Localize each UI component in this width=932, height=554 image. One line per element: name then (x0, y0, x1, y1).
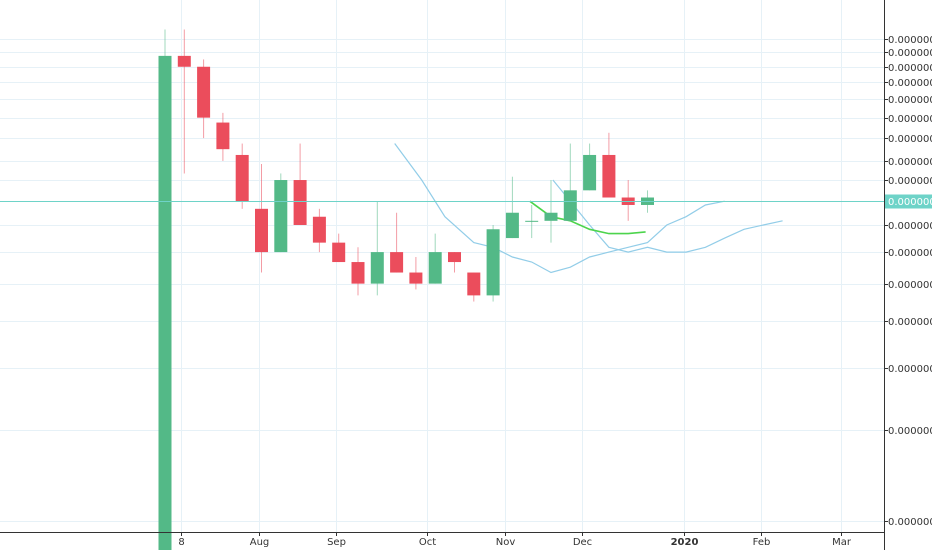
candle-body (390, 252, 404, 273)
candle (255, 163, 268, 273)
y-tick-label: 0.00000029 (888, 176, 932, 187)
candle (505, 176, 519, 239)
moving-average-line (394, 143, 725, 274)
y-tick-label: 0.00000017 (888, 280, 932, 291)
candle-body (563, 190, 577, 221)
y-tick-label: 0.00000036 (888, 134, 932, 145)
candle (390, 212, 404, 273)
candle (544, 180, 558, 243)
candle (428, 233, 442, 284)
candle-body (448, 252, 461, 263)
last-price-value: 0.00000026 (888, 197, 932, 208)
candle (525, 204, 539, 239)
candle-body (583, 154, 597, 191)
y-tick-label: 0.00000044 (888, 95, 932, 106)
x-tick-label: Oct (419, 537, 436, 548)
y-tick-label: 0.00000008 (888, 426, 932, 437)
x-tick-label: Sep (327, 537, 346, 548)
y-tick-label: 0.00000048 (888, 78, 932, 89)
price-axis[interactable]: 0.00000005 0.00000008 0.00000011 0.00000014… (884, 35, 932, 528)
x-tick-label: 8 (178, 537, 184, 548)
candle-body (409, 272, 423, 284)
candle (409, 257, 423, 290)
candle-body (177, 55, 191, 67)
candle-body (255, 208, 268, 253)
candle (583, 143, 597, 191)
y-tick-label: 0.00000040 (888, 114, 932, 125)
x-tick-label: Feb (753, 537, 771, 548)
candle-body (602, 154, 616, 198)
moving-average-line (552, 179, 783, 253)
candle-body (293, 180, 307, 225)
candle (621, 180, 635, 221)
grid-lines (0, 0, 884, 532)
candle-body (312, 216, 326, 243)
time-axis[interactable]: 8 Aug Sep Oct Nov Dec 2020 Feb Mar (178, 532, 852, 548)
candle-body (525, 220, 539, 222)
candle (602, 132, 616, 198)
x-tick-label: Mar (832, 537, 852, 548)
candles (158, 29, 654, 554)
candle (235, 143, 249, 209)
candle-body (274, 180, 288, 253)
candle-body (351, 262, 365, 284)
y-tick-label: 0.00000014 (888, 317, 932, 328)
candle-body (467, 272, 481, 296)
y-tick-label: 0.00000032 (888, 157, 932, 168)
candle-body (216, 122, 230, 150)
x-tick-label: Nov (496, 537, 516, 548)
candle (486, 224, 500, 302)
y-tick-label: 0.00000005 (888, 517, 932, 528)
last-price-label: 0.00000026 (885, 194, 932, 209)
candle-body (370, 252, 384, 284)
candle (216, 112, 230, 161)
candle (197, 59, 211, 139)
candle-body (158, 55, 172, 554)
candle-body (332, 242, 346, 263)
candle (467, 272, 481, 302)
candle (312, 208, 326, 253)
candle-body (197, 66, 211, 118)
candle (351, 247, 365, 296)
x-tick-label: 2020 (671, 537, 699, 548)
y-tick-label: 0.00000020 (888, 248, 932, 259)
x-tick-label: Aug (250, 537, 270, 548)
candle (158, 29, 172, 554)
candle-body (505, 212, 519, 239)
x-tick-label: Dec (573, 537, 592, 548)
last-price-tag (885, 194, 932, 209)
y-tick-label: 0.00000060 (888, 35, 932, 46)
candle (370, 201, 384, 296)
candle (332, 233, 346, 263)
candle (563, 143, 577, 221)
candle-body (428, 252, 442, 284)
candle (448, 252, 461, 273)
y-tick-label: 0.00000023 (888, 221, 932, 232)
candle (274, 173, 288, 253)
candle-body (544, 212, 558, 221)
y-tick-label: 0.00000052 (888, 63, 932, 74)
y-tick-label: 0.00000056 (888, 48, 932, 59)
candle-body (486, 229, 500, 296)
candle-body (235, 154, 249, 202)
candle (293, 143, 307, 225)
candle (177, 29, 191, 174)
y-tick-label: 0.00000011 (888, 364, 932, 375)
